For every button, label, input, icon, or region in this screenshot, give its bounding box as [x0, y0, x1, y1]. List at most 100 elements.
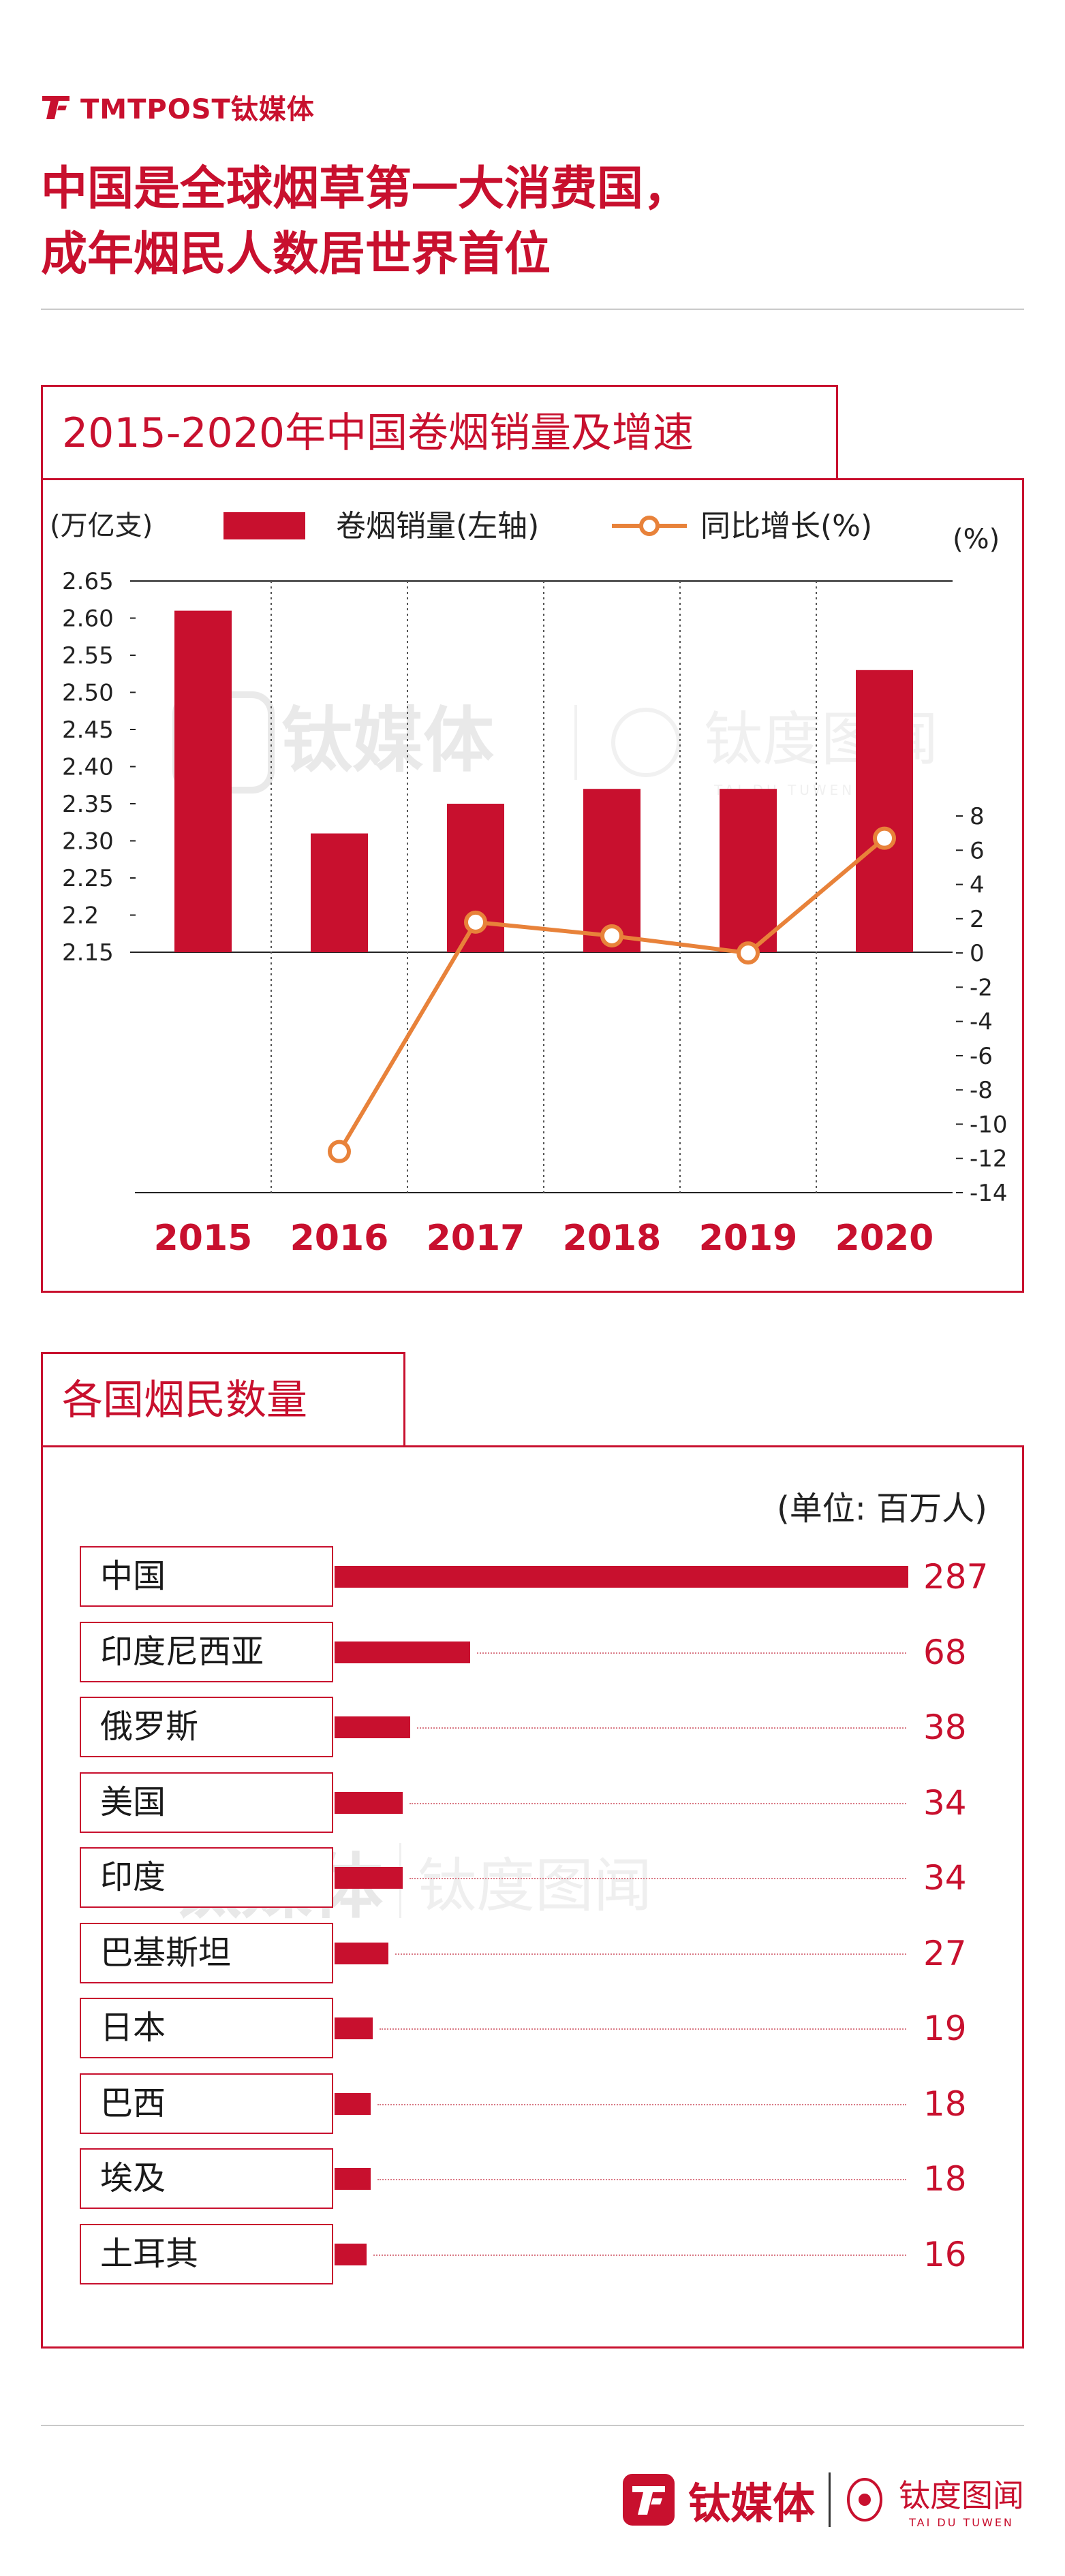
country-label: 日本 — [80, 1998, 333, 2058]
right-tick-label: 4 — [970, 872, 985, 899]
leader-line — [373, 2254, 906, 2256]
chart2-unit: (单位: 百万人) — [777, 1490, 987, 1528]
chart1-svg: 钛媒体 钛度图闻 TAI DU TUWEN (万亿支) (%) 卷烟销量(左轴)… — [50, 509, 1008, 1259]
left-tick-label: 2.40 — [62, 754, 114, 781]
value-label: 287 — [923, 1557, 989, 1597]
bar-俄罗斯 — [335, 1716, 410, 1738]
x-label-2018: 2018 — [563, 1218, 662, 1259]
headline-line-1: 中国是全球烟草第一大消费国， — [41, 162, 690, 216]
country-label: 埃及 — [80, 2148, 333, 2209]
footer-logo: 钛媒体 钛度图闻 TAI DU TUWEN — [622, 2469, 1024, 2530]
tmtpost-footer-icon — [622, 2474, 675, 2526]
x-label-2017: 2017 — [427, 1218, 525, 1259]
footer-brand-2: 钛度图闻 TAI DU TUWEN — [899, 2471, 1024, 2529]
right-tick-label: -8 — [970, 1077, 993, 1104]
value-label: 18 — [923, 2159, 967, 2199]
left-tick-label: 2.65 — [62, 568, 114, 595]
right-tick-label: -2 — [970, 974, 993, 1001]
legend-bar-swatch — [223, 512, 305, 539]
growth-point-2017 — [464, 910, 487, 934]
divider — [41, 309, 1024, 310]
chart2-title: 各国烟民数量 — [62, 1377, 307, 1424]
bar-2015 — [174, 610, 232, 952]
chart1-title-tab: 2015-2020年中国卷烟销量及增速 — [41, 385, 838, 480]
chart1-panel: 钛媒体 钛度图闻 TAI DU TUWEN (万亿支) (%) 卷烟销量(左轴)… — [41, 478, 1024, 1293]
brand-name: TMTPOST钛媒体 — [80, 94, 315, 125]
value-label: 16 — [923, 2234, 967, 2274]
leader-line — [395, 1953, 906, 1955]
chart2-title-tab: 各国烟民数量 — [41, 1352, 405, 1447]
x-label-2015: 2015 — [154, 1218, 253, 1259]
footer-separator — [829, 2472, 831, 2527]
bar-2020 — [856, 670, 913, 952]
country-label: 印度尼西亚 — [80, 1621, 333, 1682]
footer-brand: 钛媒体 — [688, 2479, 815, 2528]
leader-line — [377, 2103, 906, 2105]
country-label: 巴基斯坦 — [80, 1922, 333, 1983]
growth-point-2016 — [328, 1140, 351, 1163]
x-label-2016: 2016 — [290, 1218, 389, 1259]
value-label: 19 — [923, 2009, 967, 2048]
legend-line-marker — [639, 516, 660, 536]
bar-中国 — [335, 1566, 908, 1588]
value-label: 34 — [923, 1858, 967, 1898]
right-tick-label: -10 — [970, 1111, 1008, 1138]
leader-line — [380, 2028, 906, 2030]
right-tick-label: 2 — [970, 906, 985, 933]
watermark-text: 钛媒体 — [281, 699, 494, 782]
footer-brand-2-en: TAI DU TUWEN — [909, 2515, 1014, 2529]
growth-point-2019 — [737, 941, 760, 965]
value-label: 34 — [923, 1782, 967, 1823]
bar-印度尼西亚 — [335, 1641, 470, 1663]
country-label: 中国 — [80, 1546, 333, 1607]
left-tick-label: 2.25 — [62, 865, 114, 892]
value-label: 38 — [923, 1708, 967, 1747]
chart1-title: 2015-2020年中国卷烟销量及增速 — [62, 409, 694, 457]
left-tick-label: 2.35 — [62, 791, 114, 818]
eye-logo-icon — [847, 2478, 882, 2522]
right-axis-unit: (%) — [953, 524, 1000, 555]
country-label: 土耳其 — [80, 2223, 333, 2284]
legend-bar-label: 卷烟销量(左轴) — [336, 509, 539, 544]
bar-巴基斯坦 — [335, 1942, 388, 1964]
right-tick-label: -4 — [970, 1009, 993, 1036]
bar-印度 — [335, 1867, 403, 1889]
right-tick-label: -6 — [970, 1043, 993, 1070]
country-label: 俄罗斯 — [80, 1697, 333, 1757]
leader-line — [410, 1802, 906, 1804]
bar-土耳其 — [335, 2243, 367, 2265]
page-title: 中国是全球烟草第一大消费国， 成年烟民人数居世界首位 — [41, 157, 690, 287]
left-tick-label: 2.55 — [62, 642, 114, 670]
left-axis-unit: (万亿支) — [50, 510, 153, 541]
leader-line — [377, 2179, 906, 2180]
right-tick-label: -12 — [970, 1146, 1008, 1173]
legend-line-label: 同比增长(%) — [700, 509, 872, 544]
footer-divider — [41, 2425, 1024, 2426]
bar-2016 — [311, 833, 368, 952]
left-tick-label: 2.50 — [62, 680, 114, 707]
right-tick-label: 0 — [970, 940, 985, 967]
watermark: 钛媒体 钛度图闻 TAI DU TUWEN — [172, 691, 938, 798]
brand-logo: TMTPOST钛媒体 — [41, 87, 315, 127]
left-tick-label: 2.60 — [62, 606, 114, 633]
country-label: 美国 — [80, 1772, 333, 1833]
bar-巴西 — [335, 2092, 371, 2115]
footer-brand-2-cn: 钛度图闻 — [899, 2477, 1024, 2514]
left-tick-label: 2.45 — [62, 717, 114, 744]
growth-point-2018 — [600, 924, 623, 947]
left-tick-label: 2.2 — [62, 902, 99, 930]
country-label: 印度 — [80, 1847, 333, 1908]
country-label: 巴西 — [80, 2073, 333, 2134]
right-tick-label: -14 — [970, 1180, 1008, 1207]
bar-2019 — [720, 789, 777, 952]
leader-line — [410, 1878, 906, 1879]
value-label: 68 — [923, 1632, 967, 1672]
x-label-2019: 2019 — [699, 1218, 798, 1259]
right-tick-label: 6 — [970, 837, 985, 864]
left-tick-label: 2.30 — [62, 828, 114, 855]
value-label: 18 — [923, 2084, 967, 2124]
bar-埃及 — [335, 2168, 371, 2190]
leader-line — [417, 1727, 906, 1729]
left-tick-label: 2.15 — [62, 939, 114, 967]
right-tick-label: 8 — [970, 803, 985, 830]
